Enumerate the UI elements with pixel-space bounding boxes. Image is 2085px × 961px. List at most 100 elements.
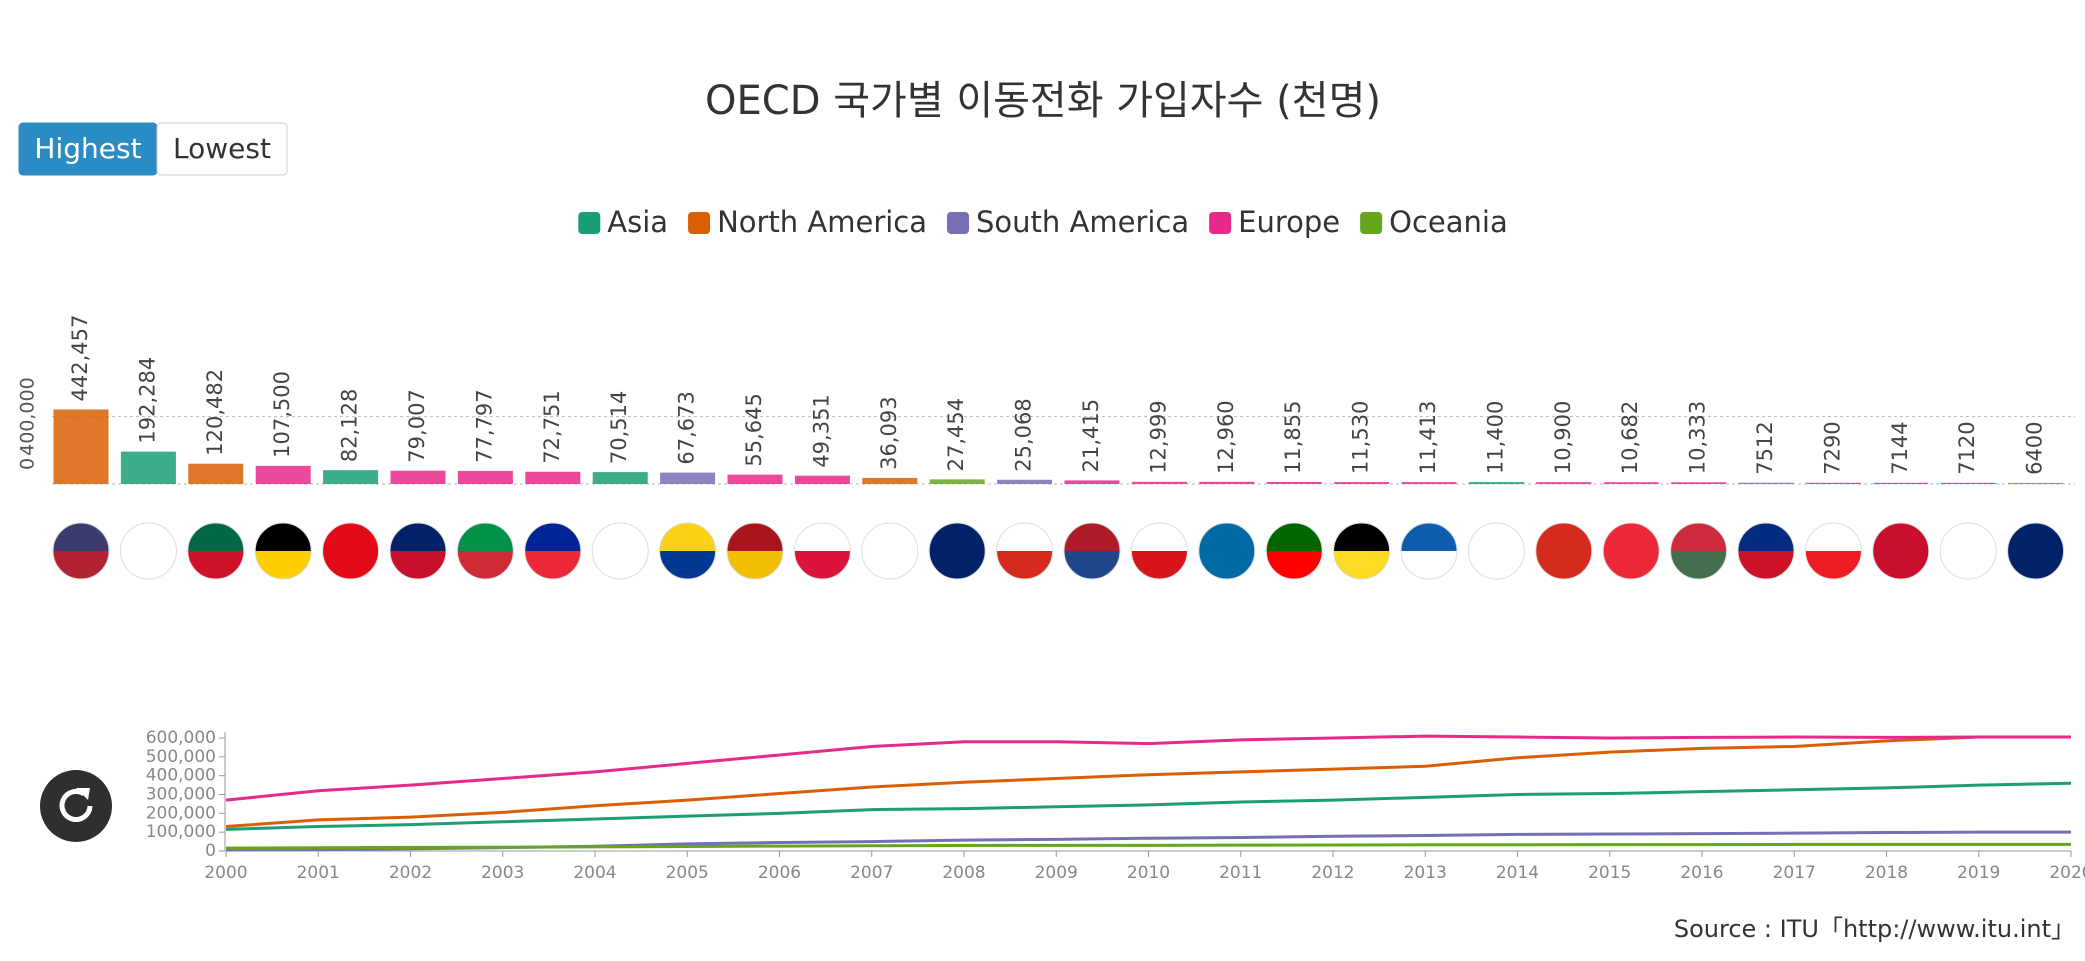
flag-bottom (1738, 551, 1794, 579)
flag-top (1872, 523, 1929, 551)
flag-top (1468, 523, 1525, 551)
highest-label: Highest (34, 132, 141, 165)
value-label: 120,482 (203, 369, 227, 456)
flag-outline (1804, 522, 1862, 580)
flag-outline (1602, 522, 1660, 580)
value-label: 10,900 (1551, 401, 1575, 474)
highest-button[interactable]: Highest (18, 122, 158, 176)
reset-button[interactable] (40, 770, 112, 842)
flag-bottom (929, 551, 986, 579)
series-line (225, 781, 2072, 831)
value-label: 79,007 (405, 389, 429, 462)
flag-top (255, 523, 312, 551)
flag-outline (1400, 522, 1458, 580)
value-label: 7290 (1820, 421, 1844, 474)
flag-outline (1467, 522, 1525, 580)
value-label: 21,415 (1079, 399, 1103, 472)
flag-bottom (1940, 551, 1997, 579)
flag-top (1738, 523, 1794, 551)
value-label: 67,673 (675, 391, 699, 464)
flag-outline (861, 522, 919, 580)
flag-outline (254, 522, 312, 580)
legend-label: South America (976, 205, 1189, 239)
flag-outline (119, 522, 177, 580)
flag-bottom (1468, 551, 1525, 579)
bar (929, 479, 985, 484)
flag-bottom (390, 551, 446, 579)
value-label: 7120 (1955, 421, 1979, 474)
lowest-button[interactable]: Lowest (156, 122, 288, 176)
flag-outline (1130, 522, 1188, 580)
bar (1401, 482, 1457, 484)
legend-label: Asia (607, 205, 668, 239)
value-label: 11,413 (1416, 401, 1440, 474)
flag-outline (2007, 522, 2065, 580)
flag-top (1940, 523, 1997, 551)
flag-outline (726, 522, 784, 580)
value-label: 7512 (1753, 421, 1777, 474)
value-label: 192,284 (135, 357, 159, 444)
flag-outline (591, 522, 649, 580)
bar (1266, 482, 1322, 484)
x-tick-label: 2016 (1680, 863, 1723, 883)
value-label: 55,645 (742, 393, 766, 466)
bar (1131, 481, 1187, 484)
flag-top (457, 523, 514, 551)
value-label: 12,960 (1214, 400, 1238, 473)
flag-top (929, 523, 986, 551)
x-tick-label: 2009 (1035, 863, 1078, 883)
bar (997, 479, 1053, 484)
series-line (225, 734, 2071, 802)
value-label: 11,855 (1281, 401, 1305, 474)
flag-top (1333, 523, 1390, 551)
bar (862, 477, 918, 484)
reset-bg (40, 770, 112, 842)
x-tick-label: 2011 (1219, 863, 1262, 883)
bar (457, 470, 513, 484)
bar (1940, 482, 1996, 484)
legend-label: Oceania (1389, 205, 1508, 239)
flag-bottom (457, 551, 514, 579)
flag-outline (1535, 522, 1593, 580)
value-label: 10,682 (1618, 401, 1642, 474)
flag-bottom (592, 551, 649, 579)
legend-swatch (578, 212, 601, 234)
x-tick-label: 2020 (2049, 863, 2085, 883)
x-tick-label: 2004 (573, 863, 616, 883)
flag-bottom (727, 551, 783, 579)
value-label: 442,457 (68, 315, 92, 402)
lowest-label: Lowest (173, 132, 271, 165)
flag-top (1535, 523, 1592, 551)
flag-top (2007, 523, 2064, 551)
flag-outline (1063, 522, 1121, 580)
y-tick-label: 500,000 (146, 747, 216, 767)
value-label: 36,093 (877, 396, 901, 469)
flag-bottom (322, 551, 379, 579)
flag-top (727, 523, 783, 551)
value-label: 10,333 (1686, 401, 1710, 474)
flag-bottom (1266, 551, 1323, 579)
flag-top (659, 523, 716, 551)
legend-swatch (947, 212, 970, 234)
bar (794, 475, 850, 484)
bar (525, 471, 581, 484)
flag-bottom (1131, 551, 1188, 579)
flag-bottom (1198, 551, 1255, 579)
chart-title: OECD 국가별 이동전화 가입자수 (천명) (705, 78, 1381, 124)
value-label: 107,500 (270, 371, 294, 458)
flag-bottom (53, 551, 109, 579)
value-label: 72,751 (540, 390, 564, 463)
bar (1468, 482, 1524, 484)
legend: Asia North America South America Europe Ocea… (578, 205, 1508, 239)
flag-bottom (861, 551, 918, 579)
bar (1805, 482, 1861, 484)
x-tick-label: 2000 (204, 863, 247, 883)
flag-bottom (1805, 551, 1862, 579)
legend-swatch (1360, 212, 1383, 234)
flag-top (1266, 523, 1323, 551)
flag-bottom (187, 551, 244, 579)
flag-outline (659, 522, 717, 580)
bar (390, 470, 446, 484)
